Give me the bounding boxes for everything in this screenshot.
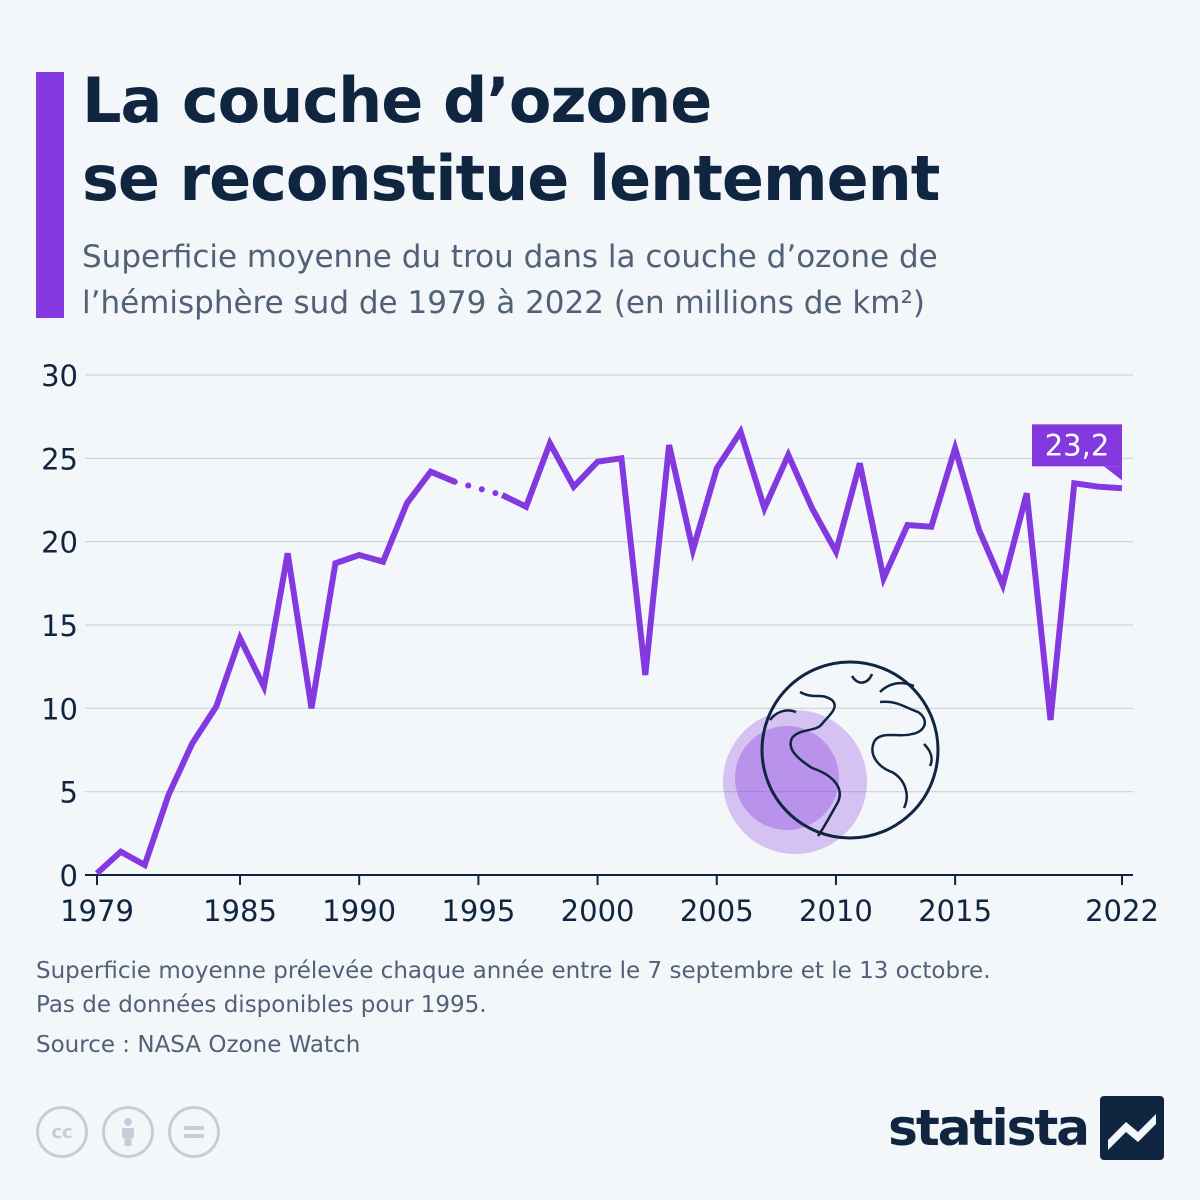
series-gap-dotted — [451, 478, 506, 498]
no-derivatives-icon[interactable] — [168, 1106, 220, 1158]
page-title: La couche d’ozone se reconstitue lenteme… — [82, 62, 1162, 218]
y-tick-label: 0 — [60, 859, 78, 893]
y-tick-label: 25 — [41, 442, 78, 476]
series-line — [500, 424, 1123, 721]
y-tick-label: 5 — [60, 776, 78, 810]
footnote-line-2: Pas de données disponibles pour 1995. — [36, 992, 487, 1018]
y-tick-label: 30 — [41, 359, 78, 393]
statista-logo-icon — [1100, 1096, 1164, 1160]
annotation-label: 23,2 — [1045, 428, 1110, 462]
annotation-box — [1032, 424, 1122, 467]
source-note: Source : NASA Ozone Watch — [36, 1032, 361, 1058]
grid-layer — [85, 374, 1133, 876]
series-line — [94, 468, 456, 876]
accent-bar — [36, 72, 64, 318]
globe-icon — [723, 660, 940, 854]
data-layer — [94, 424, 1123, 876]
title-line-1: La couche d’ozone — [82, 64, 712, 137]
x-tick-label: 1995 — [441, 894, 515, 928]
license-icons: cc — [36, 1106, 220, 1158]
y-tick-label: 10 — [41, 692, 78, 726]
brand-name: statista — [888, 1099, 1090, 1157]
footnotes: Superficie moyenne prélevée chaque année… — [36, 954, 1176, 1062]
x-tick-label: 2015 — [918, 894, 992, 928]
title-line-2: se reconstitue lentement — [82, 142, 940, 215]
subtitle: Superficie moyenne du trou dans la couch… — [82, 234, 1172, 326]
footnote-line-1: Superficie moyenne prélevée chaque année… — [36, 958, 991, 984]
attribution-icon[interactable] — [102, 1106, 154, 1158]
line-chart: 0 5 10 15 20 25 30 1979 1985 1990 1995 2000 2005 2010… — [41, 359, 1159, 928]
y-tick-label: 20 — [41, 526, 78, 560]
x-tick-label: 1985 — [203, 894, 277, 928]
x-tick-label: 1979 — [60, 894, 134, 928]
subtitle-line-1: Superficie moyenne du trou dans la couch… — [82, 239, 938, 275]
x-tick-label: 2000 — [561, 894, 635, 928]
x-tick-label: 2005 — [680, 894, 754, 928]
x-tick-label: 2022 — [1085, 894, 1159, 928]
annotation-pointer — [1104, 466, 1122, 481]
statista-brand[interactable]: statista — [888, 1096, 1164, 1160]
x-tick-label: 1990 — [322, 894, 396, 928]
axis-layer: 0 5 10 15 20 25 30 1979 1985 1990 1995 2000 2005 2010… — [41, 359, 1159, 928]
subtitle-line-2: l’hémisphère sud de 1979 à 2022 (en mill… — [82, 285, 926, 321]
x-tick-label: 2010 — [799, 894, 873, 928]
annotation-layer: 23,2 — [1032, 424, 1122, 481]
y-tick-label: 15 — [41, 609, 78, 643]
cc-icon[interactable]: cc — [36, 1106, 88, 1158]
